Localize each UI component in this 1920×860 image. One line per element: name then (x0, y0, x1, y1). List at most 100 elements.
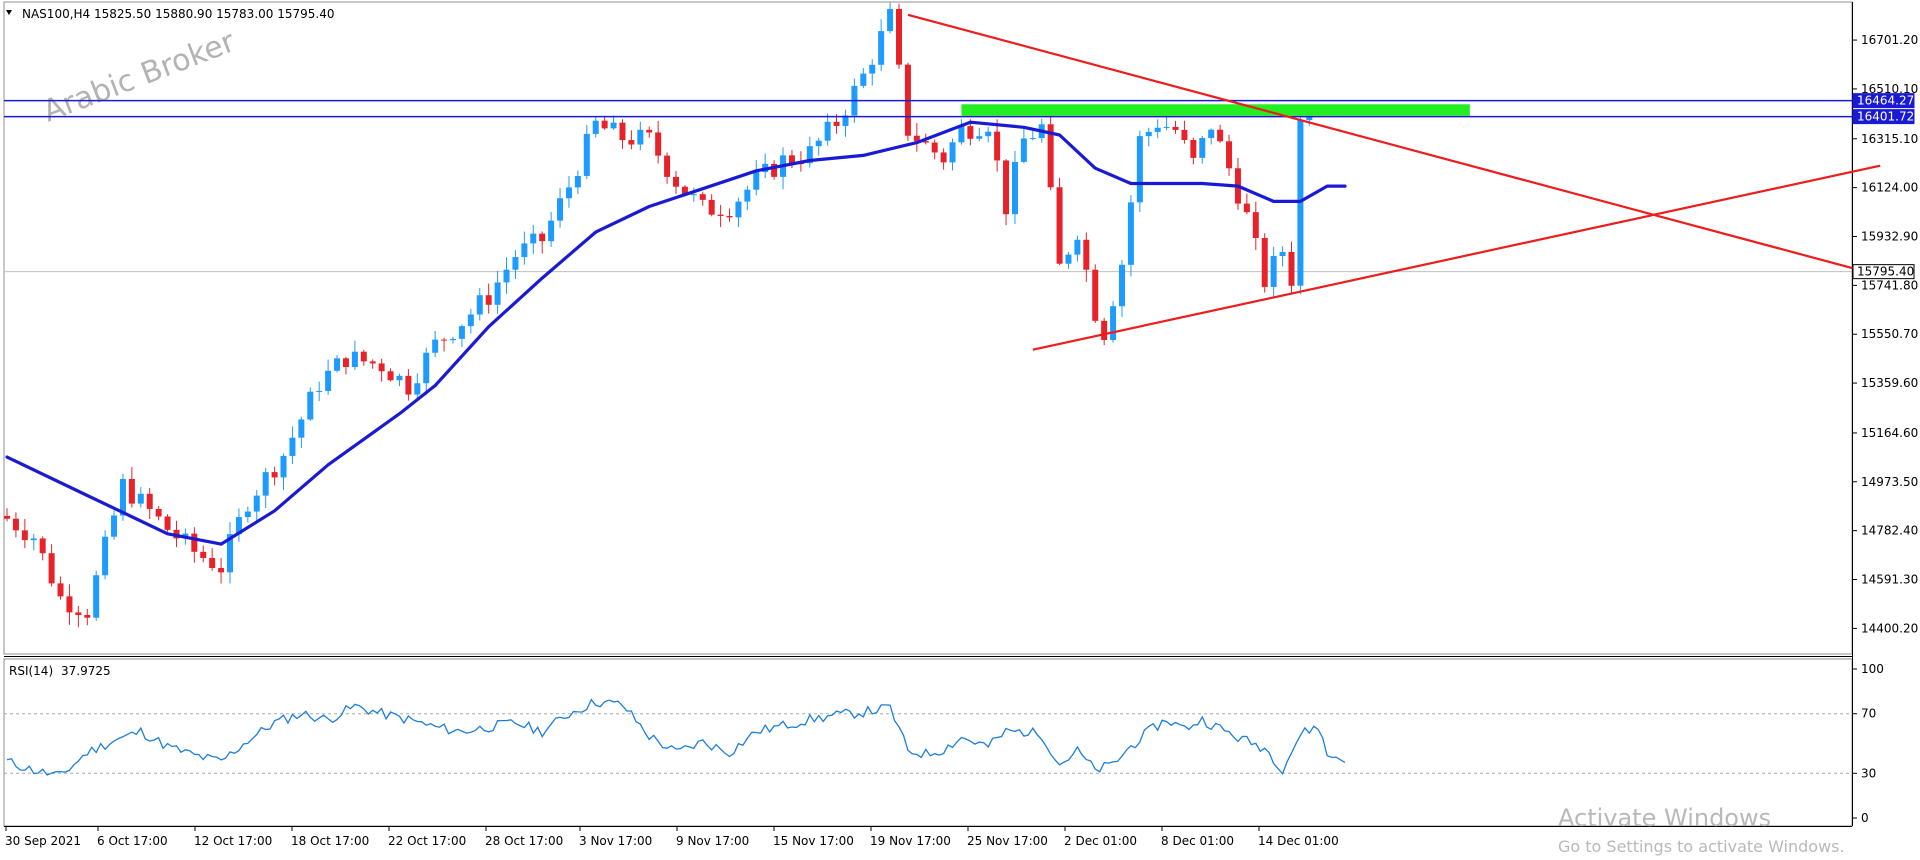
candle-body (102, 536, 109, 576)
candle-body (396, 375, 403, 381)
candle-body (592, 120, 599, 134)
candle (48, 544, 55, 587)
candle (708, 194, 715, 217)
candle (244, 506, 251, 523)
price-label-box (1852, 109, 1915, 125)
rsi-panel: 100 70 30 0 (4, 662, 1884, 825)
price-tick-label: 16315.10 (1861, 132, 1918, 146)
price-label: 16401.72 (1852, 109, 1915, 125)
candle (1145, 127, 1152, 147)
candle-body (75, 612, 82, 615)
candle (1190, 137, 1197, 165)
candle (111, 510, 118, 540)
candle-body (1190, 140, 1197, 158)
candle-body (48, 553, 55, 584)
candle-body (637, 129, 644, 145)
candle-body (539, 233, 546, 242)
time-tick-label: 28 Oct 17:00 (485, 834, 563, 848)
candle-body (30, 538, 37, 541)
candle-body (646, 129, 653, 133)
candle-body (1011, 161, 1018, 215)
candle (664, 152, 671, 184)
candle-body (342, 358, 349, 368)
trendlines[interactable] (907, 13, 1881, 351)
rsi-tick-label: 100 (1861, 662, 1884, 676)
candle-body (1217, 129, 1224, 142)
candle (128, 467, 135, 508)
candle (1119, 259, 1125, 317)
candle-body (137, 493, 144, 504)
candle-body (405, 375, 412, 395)
time-tick-label: 14 Dec 01:00 (1258, 834, 1339, 848)
candle (414, 373, 421, 401)
candle-body (280, 455, 287, 478)
triangle-down-icon[interactable] (6, 10, 12, 15)
candle (824, 113, 831, 146)
candle-body (316, 390, 323, 392)
candle-body (253, 495, 260, 512)
price-tick-label: 16124.00 (1861, 181, 1918, 195)
candle-body (878, 31, 885, 65)
rsi-tick-label: 30 (1861, 766, 1876, 780)
candle-body (949, 142, 956, 163)
candle (1217, 124, 1224, 143)
candle (1029, 129, 1036, 141)
candle-body (548, 220, 555, 242)
rsi-label: RSI(14) (9, 664, 53, 678)
candle (316, 381, 323, 402)
candle-body (985, 131, 992, 137)
candle-body (664, 155, 671, 177)
candle-body (1181, 129, 1188, 141)
candle (84, 608, 91, 626)
candle-body (369, 361, 376, 364)
candle-body (235, 517, 242, 535)
candle-body (913, 135, 920, 142)
candle-body (1092, 269, 1099, 321)
time-tick-label: 8 Dec 01:00 (1161, 834, 1234, 848)
candle-body (521, 243, 528, 258)
candle-body (414, 383, 421, 395)
candle-body (681, 186, 688, 195)
moving-average (5, 120, 1347, 546)
candle (494, 270, 501, 314)
candle (1065, 251, 1072, 269)
candle-body (530, 233, 537, 244)
candle-body (467, 314, 474, 327)
candle (896, 3, 902, 69)
candle-body (271, 472, 278, 478)
candle (1047, 116, 1054, 191)
resistance-zone-rect (961, 104, 1470, 116)
price-axis-ticks: 16701.20 16510.10 16315.10 16124.00 15932.90… (1852, 33, 1918, 635)
activation-title: Activate Windows (1558, 804, 1771, 832)
candle-body (1252, 212, 1259, 239)
candle-body (1261, 238, 1268, 287)
candle-body (601, 120, 608, 129)
candle-body (806, 146, 813, 164)
candle-body (619, 122, 626, 141)
moving-average-line (5, 120, 1347, 546)
candle (405, 369, 412, 401)
resistance-zone[interactable] (961, 104, 1470, 116)
candle (565, 175, 572, 208)
candle (842, 109, 849, 137)
candle-body (494, 282, 501, 305)
candle (30, 533, 37, 551)
candle-body (360, 351, 367, 362)
candle (137, 487, 144, 508)
price-tick-label: 14973.50 (1861, 475, 1918, 489)
time-tick-label: 6 Oct 17:00 (97, 834, 168, 848)
candle (940, 148, 947, 170)
candle (539, 231, 546, 254)
price-tick-label: 14782.40 (1861, 524, 1918, 538)
candle (369, 359, 376, 369)
horizontal-levels[interactable] (4, 99, 1852, 118)
candle-body (298, 419, 305, 438)
rsi-tick-label: 70 (1861, 707, 1876, 721)
candle (655, 120, 662, 164)
candle-body (128, 478, 135, 504)
candle-body (922, 141, 929, 143)
candle (164, 514, 171, 532)
candle (1243, 193, 1250, 215)
candle-body (503, 269, 510, 283)
